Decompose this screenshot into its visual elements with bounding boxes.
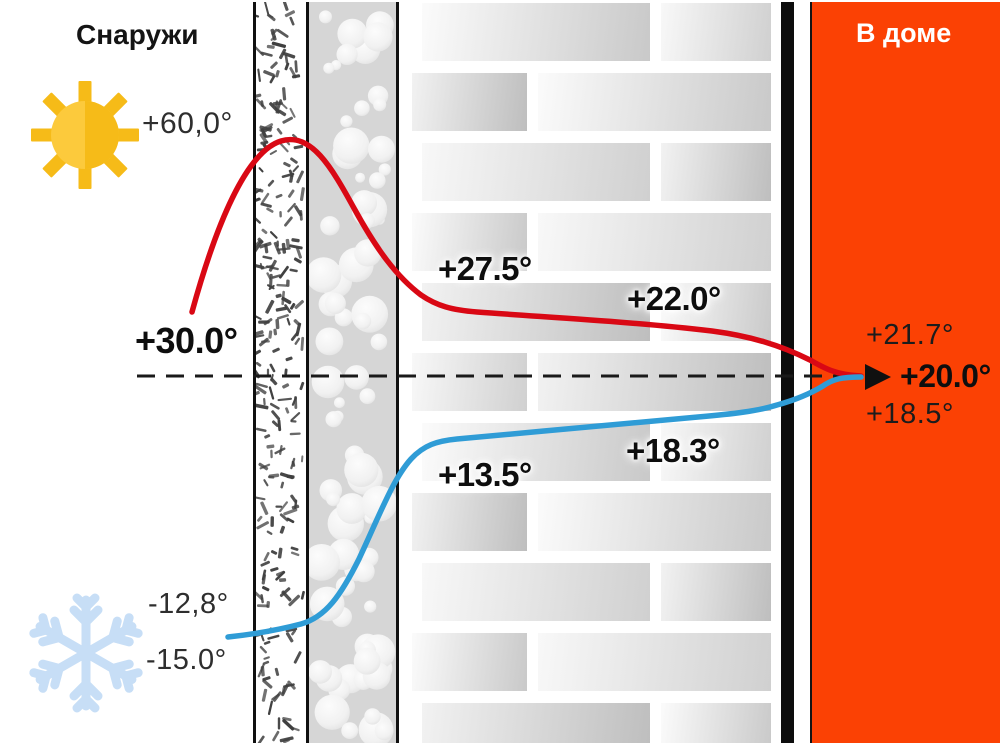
insulation-bubbles-texture [303,2,397,748]
layer-inner-membrane-bar [781,2,794,743]
brick [412,633,527,691]
brick [661,3,771,61]
layer-brick-wall [399,2,781,743]
brick [412,493,527,551]
brick [422,283,650,341]
brick [422,703,650,743]
brick [422,3,650,61]
brick [422,563,650,621]
brick [661,703,771,743]
outside-air-temp-label: +30.0° [135,320,238,361]
sun-icon [31,81,139,189]
layer-insulation-foam [303,2,399,748]
brick [538,73,771,131]
brick [538,353,771,411]
insulation-hot-side-label: +27.5° [438,250,532,287]
inside-title: В доме [856,18,952,48]
brick [661,563,771,621]
wall-inner-cold-label: +18.5° [866,398,954,430]
brick [538,493,771,551]
insulation-cold-side-label: +13.5° [438,456,532,493]
outside-title: Снаружи [76,19,199,50]
frost-air-temp-lower-label: -15.0° [146,644,227,676]
sun-surface-temp-label: +60,0° [142,107,233,140]
brick [538,213,771,271]
brick-mid-hot-label: +22.0° [627,280,721,317]
brick [661,143,771,201]
room-temp-label: +20.0° [900,358,991,394]
brick-mid-cold-label: +18.3° [626,432,720,469]
brick [412,353,527,411]
stucco-texture [248,0,306,747]
layer-stucco-plaster [248,0,309,747]
brick [422,143,650,201]
brick [412,73,527,131]
brick [538,633,771,691]
frost-air-temp-upper-label: -12,8° [148,588,229,620]
snowflake-icon [29,593,143,713]
wall-inner-hot-label: +21.7° [866,319,954,351]
